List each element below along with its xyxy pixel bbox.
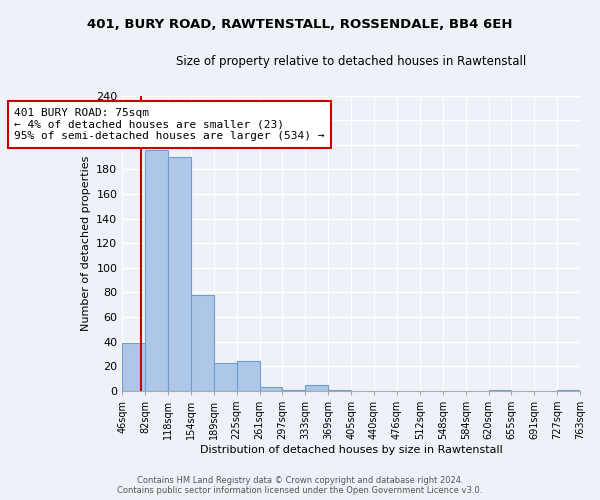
Bar [305, 385, 328, 391]
Text: Contains HM Land Registry data © Crown copyright and database right 2024.
Contai: Contains HM Land Registry data © Crown c… [118, 476, 482, 495]
Bar [214, 362, 236, 391]
Title: Size of property relative to detached houses in Rawtenstall: Size of property relative to detached ho… [176, 55, 526, 68]
Bar [168, 157, 191, 391]
Text: 401 BURY ROAD: 75sqm
← 4% of detached houses are smaller (23)
95% of semi-detach: 401 BURY ROAD: 75sqm ← 4% of detached ho… [14, 108, 325, 141]
X-axis label: Distribution of detached houses by size in Rawtenstall: Distribution of detached houses by size … [200, 445, 503, 455]
Text: 401, BURY ROAD, RAWTENSTALL, ROSSENDALE, BB4 6EH: 401, BURY ROAD, RAWTENSTALL, ROSSENDALE,… [87, 18, 513, 30]
Y-axis label: Number of detached properties: Number of detached properties [80, 156, 91, 331]
Bar [191, 295, 214, 391]
Bar [122, 343, 145, 391]
Bar [283, 390, 305, 391]
Bar [260, 387, 283, 391]
Bar [489, 390, 511, 391]
Bar [328, 390, 352, 391]
Bar [557, 390, 580, 391]
Bar [236, 362, 260, 391]
Bar [145, 150, 168, 391]
